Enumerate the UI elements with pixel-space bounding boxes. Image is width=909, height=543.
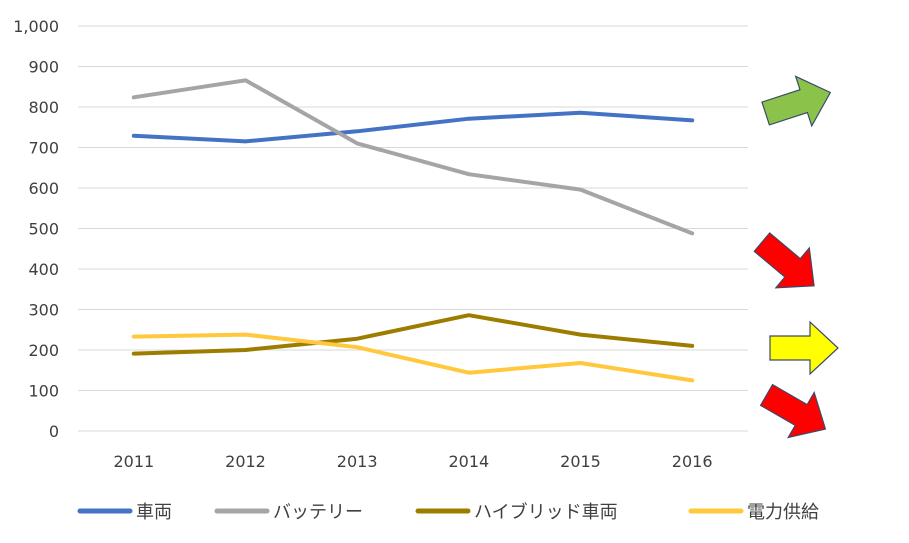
legend-label: 電力供給 — [747, 502, 819, 523]
x-tick-label: 2013 — [337, 452, 378, 471]
y-tick-label: 200 — [28, 341, 59, 360]
series-line — [131, 313, 695, 356]
series-line — [131, 110, 695, 144]
x-axis-ticks: 2011 2012 2013 2014 2015 2016 — [113, 452, 712, 471]
y-tick-label: 1,000 — [13, 17, 59, 36]
y-axis-ticks: 0 100 200 300 400 500 600 700 800 900 1,000 — [13, 17, 59, 441]
trend-arrow-down-icon — [759, 383, 827, 439]
gridlines — [78, 25, 748, 432]
y-tick-label: 800 — [28, 98, 59, 117]
legend-label: ハイブリッド車両 — [474, 501, 618, 523]
y-tick-label: 900 — [28, 58, 59, 77]
trend-arrow-down-icon — [753, 232, 815, 289]
series-line — [131, 78, 695, 236]
legend: 車両 バッテリー ハイブリッド車両 電力供給 — [77, 501, 819, 523]
legend-label: 車両 — [136, 502, 172, 523]
trend-arrow-flat-icon — [769, 320, 839, 376]
x-tick-label: 2011 — [113, 452, 154, 471]
series-lines — [131, 78, 695, 383]
y-tick-label: 300 — [28, 301, 59, 320]
x-tick-label: 2012 — [225, 452, 266, 471]
x-tick-label: 2016 — [672, 452, 713, 471]
y-tick-label: 600 — [28, 179, 59, 198]
x-tick-label: 2015 — [560, 452, 601, 471]
y-tick-label: 500 — [28, 220, 59, 239]
y-tick-label: 400 — [28, 260, 59, 279]
trend-arrow-up-icon — [761, 75, 832, 128]
y-tick-label: 0 — [49, 422, 59, 441]
legend-label: バッテリー — [273, 502, 363, 523]
y-tick-label: 700 — [28, 139, 59, 158]
trend-arrows — [753, 75, 839, 439]
x-tick-label: 2014 — [448, 452, 489, 471]
series-line — [131, 332, 695, 383]
y-tick-label: 100 — [28, 382, 59, 401]
